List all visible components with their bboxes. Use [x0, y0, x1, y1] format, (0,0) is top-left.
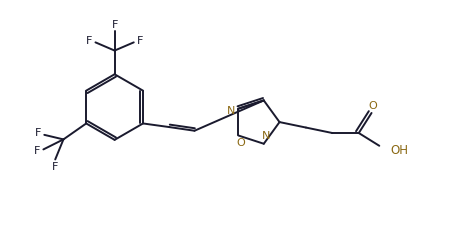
Text: O: O	[368, 101, 377, 111]
Text: F: F	[52, 162, 58, 172]
Text: F: F	[35, 128, 41, 138]
Text: N: N	[262, 131, 270, 141]
Text: F: F	[86, 35, 92, 46]
Text: F: F	[34, 146, 40, 156]
Text: O: O	[236, 138, 245, 148]
Text: F: F	[137, 35, 143, 46]
Text: F: F	[112, 20, 118, 30]
Text: N: N	[227, 107, 235, 116]
Text: OH: OH	[390, 144, 408, 157]
